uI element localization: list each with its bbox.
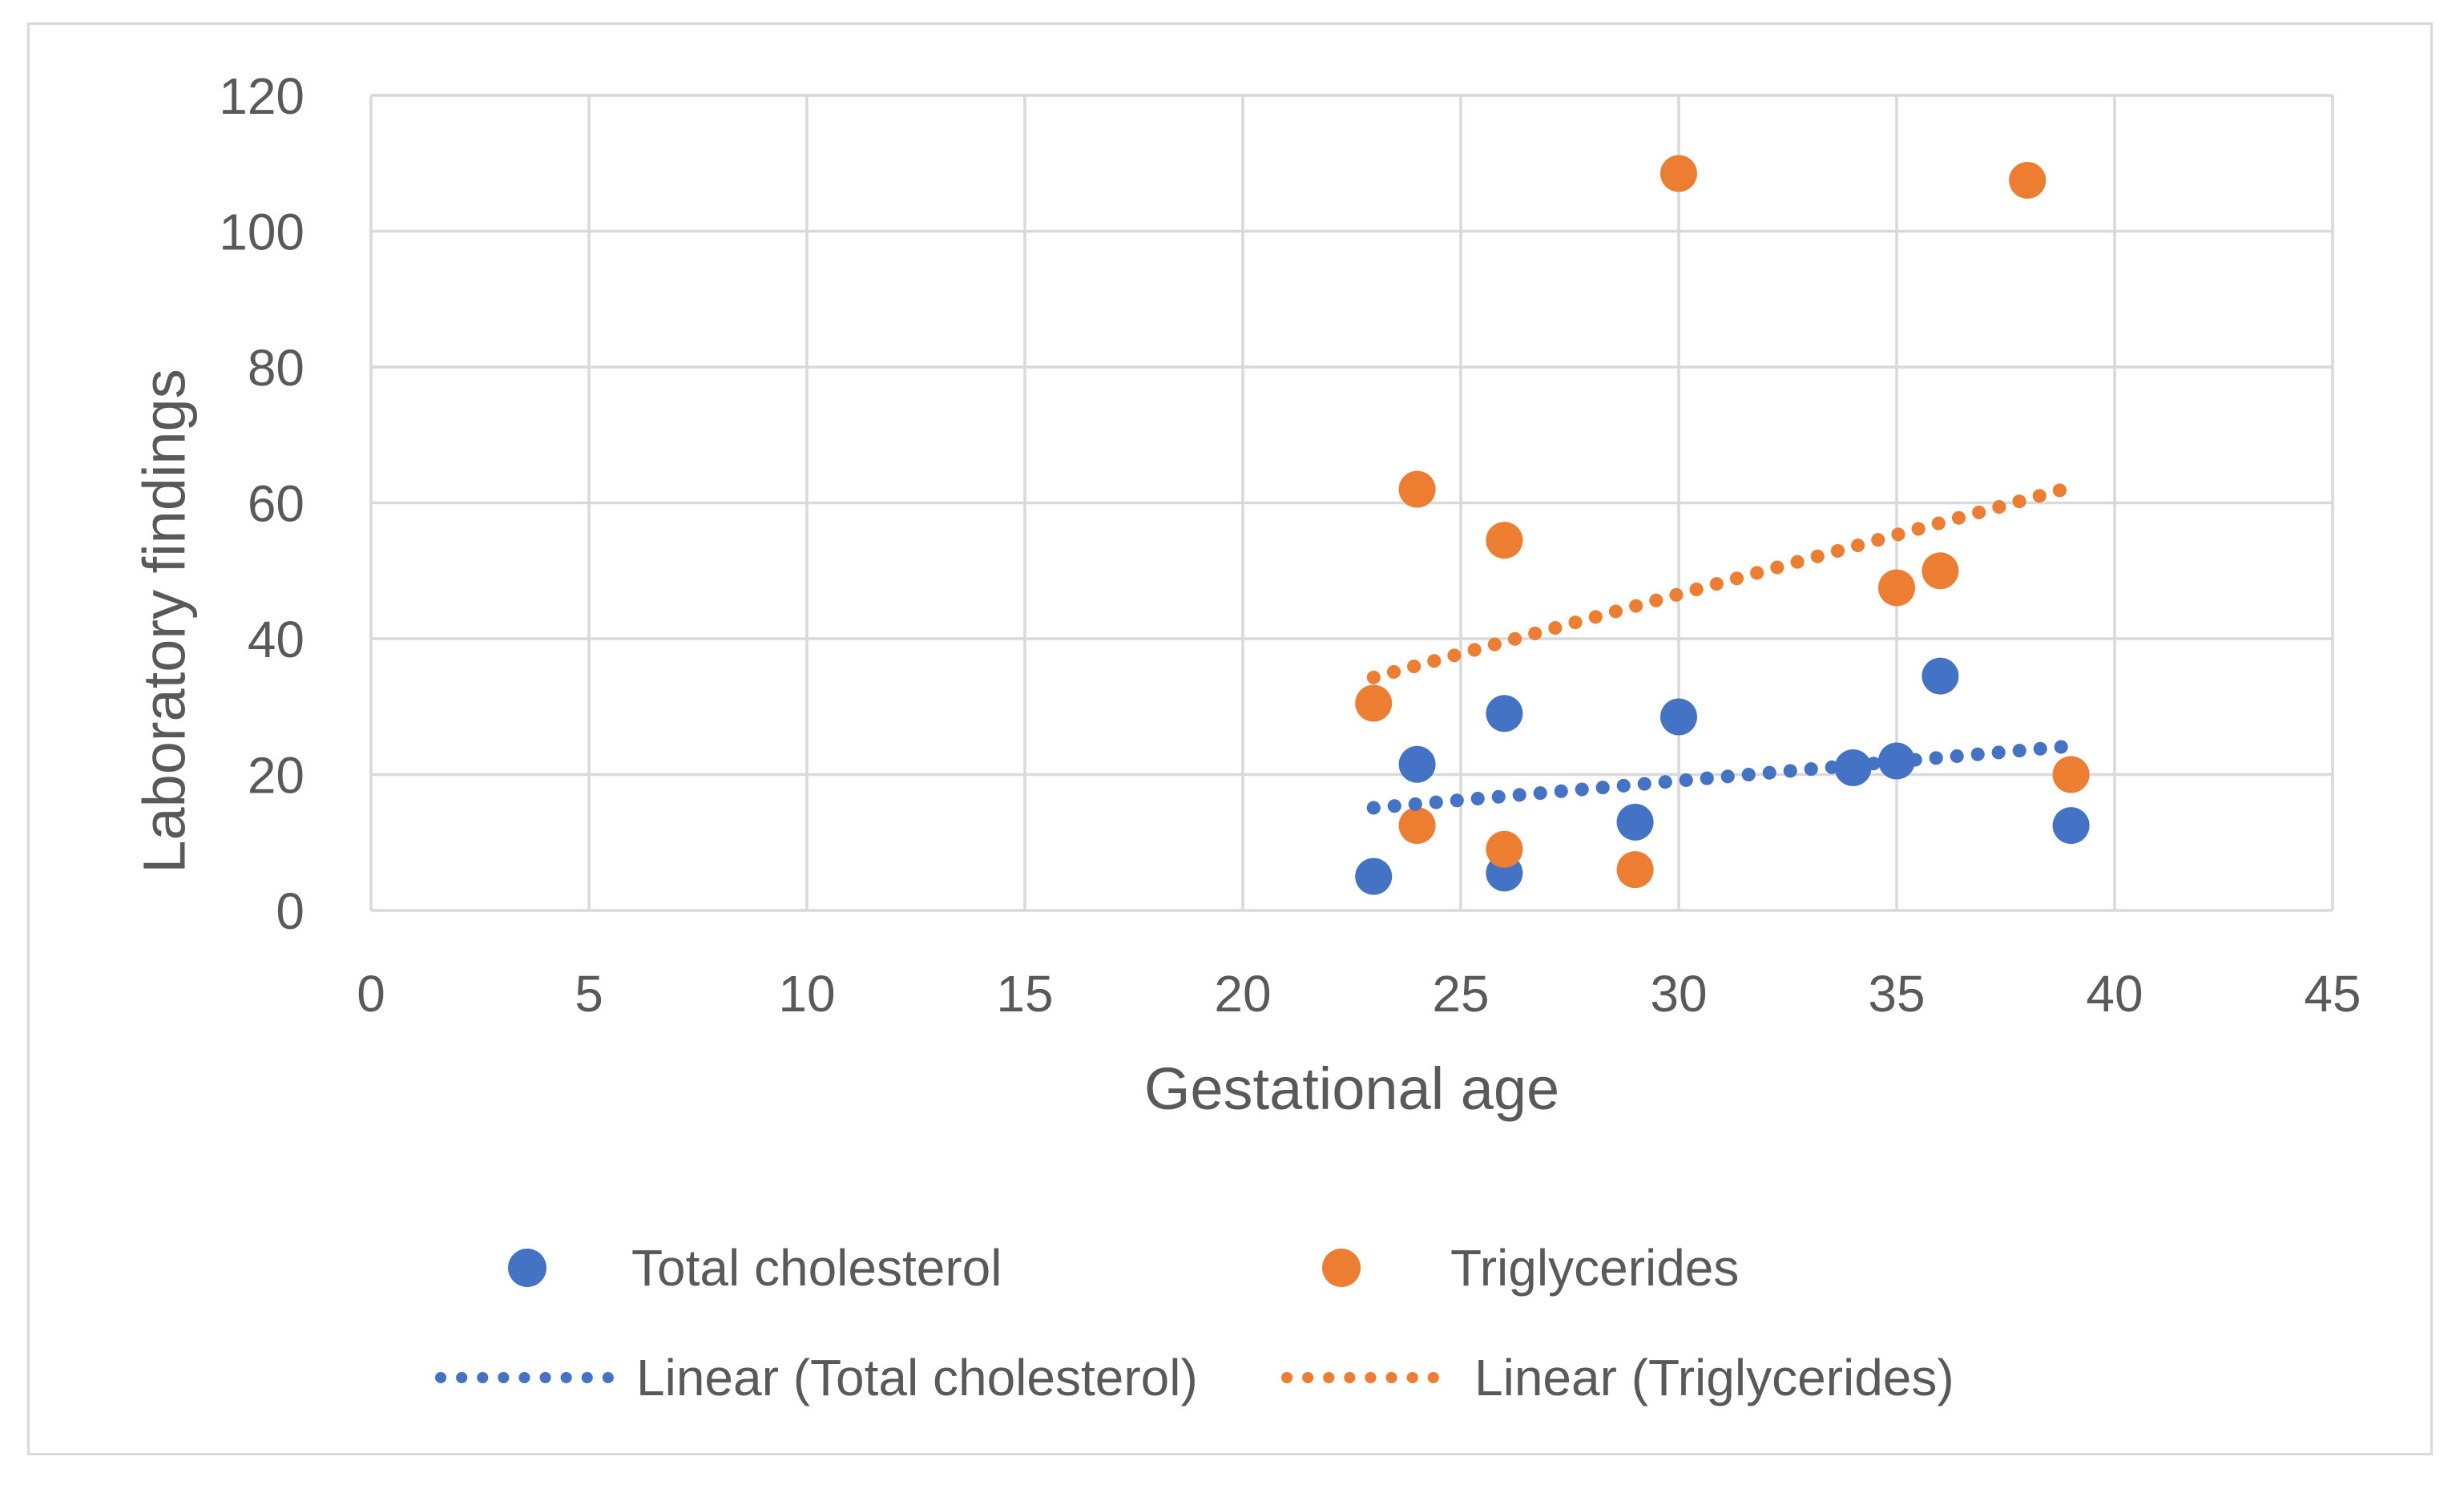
data-point-total-cholesterol bbox=[1355, 858, 1393, 895]
y-axis-tick-label: 120 bbox=[219, 67, 304, 125]
data-point-total-cholesterol bbox=[1616, 803, 1654, 841]
data-point-triglycerides bbox=[1486, 522, 1523, 559]
legend-item-total-cholesterol: Total cholesterol bbox=[508, 1237, 1002, 1299]
legend-label-triglycerides: Triglycerides bbox=[1450, 1239, 1740, 1297]
x-axis-tick-label: 35 bbox=[1868, 965, 1925, 1023]
x-axis-tick-label: 0 bbox=[357, 965, 385, 1023]
y-axis-tick-label: 0 bbox=[276, 882, 304, 940]
legend-item-linear-total-cholesterol: Linear (Total cholesterol) bbox=[434, 1346, 1198, 1409]
data-point-triglycerides bbox=[1398, 470, 1436, 508]
x-axis-tick-label: 45 bbox=[2304, 965, 2361, 1023]
data-point-total-cholesterol bbox=[1660, 698, 1697, 736]
y-axis-tick-label: 60 bbox=[248, 475, 304, 533]
x-axis-tick-label: 20 bbox=[1214, 965, 1271, 1023]
legend-dotted-line-icon bbox=[435, 1372, 616, 1383]
legend-label-linear-triglycerides: Linear (Triglycerides) bbox=[1474, 1349, 1954, 1406]
x-axis-tick-label: 15 bbox=[996, 965, 1053, 1023]
data-point-total-cholesterol bbox=[1486, 695, 1523, 732]
data-point-triglycerides bbox=[1486, 830, 1523, 868]
data-point-triglycerides bbox=[2052, 756, 2090, 793]
data-point-triglycerides bbox=[1660, 155, 1697, 192]
data-point-triglycerides bbox=[2009, 161, 2047, 199]
x-axis-tick-label: 30 bbox=[1650, 965, 1707, 1023]
legend-marker-icon bbox=[508, 1249, 546, 1287]
y-axis-tick-label: 80 bbox=[248, 339, 304, 397]
legend-item-linear-triglycerides: Linear (Triglycerides) bbox=[1280, 1346, 1954, 1409]
data-point-triglycerides bbox=[1922, 552, 1959, 590]
data-point-total-cholesterol bbox=[1398, 745, 1436, 783]
legend-label-linear-total-cholesterol: Linear (Total cholesterol) bbox=[636, 1349, 1198, 1406]
x-axis-title: Gestational age bbox=[1143, 1055, 1560, 1122]
y-axis-tick-label: 100 bbox=[219, 204, 304, 261]
data-point-triglycerides bbox=[1616, 851, 1654, 889]
legend-label-total-cholesterol: Total cholesterol bbox=[631, 1239, 1002, 1297]
y-axis-tick-label: 20 bbox=[248, 747, 304, 805]
chart-border bbox=[27, 22, 2433, 1455]
legend-marker-icon bbox=[1322, 1249, 1361, 1287]
data-point-total-cholesterol bbox=[1922, 657, 1959, 695]
x-axis-tick-label: 25 bbox=[1432, 965, 1489, 1023]
legend-dotted-line-icon bbox=[1281, 1372, 1450, 1383]
y-axis-tick-label: 40 bbox=[248, 611, 304, 668]
y-axis-title: Laboratory findings bbox=[131, 369, 198, 874]
trendline-linear-total-cholesterol- bbox=[1366, 739, 2079, 815]
legend-item-triglycerides: Triglycerides bbox=[1322, 1237, 1739, 1299]
trendline-linear-triglycerides- bbox=[1366, 480, 2079, 684]
x-axis-tick-label: 40 bbox=[2086, 965, 2143, 1023]
x-axis-tick-label: 10 bbox=[778, 965, 835, 1023]
data-point-triglycerides bbox=[1878, 569, 1915, 607]
data-point-triglycerides bbox=[1398, 807, 1436, 845]
data-point-total-cholesterol bbox=[2052, 807, 2090, 845]
data-point-triglycerides bbox=[1355, 684, 1393, 722]
x-axis-tick-label: 5 bbox=[575, 965, 603, 1023]
